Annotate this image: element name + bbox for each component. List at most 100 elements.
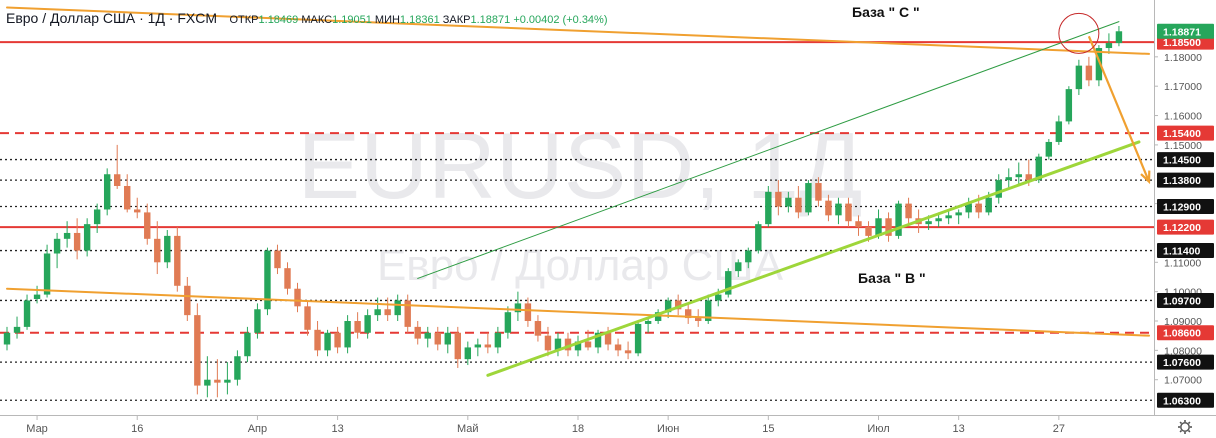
candle-body: [644, 321, 652, 324]
symbol-title[interactable]: Евро / Доллар США · 1Д · FXCM: [6, 10, 218, 26]
candle-body: [584, 341, 592, 348]
level-price-label: 1.14500: [1163, 155, 1201, 167]
candle-body: [674, 300, 682, 310]
candle-body: [354, 321, 361, 333]
price-tick-label: 1.18000: [1164, 52, 1202, 64]
level-price-badge: [1157, 354, 1214, 370]
candle-body: [264, 250, 271, 310]
candle-body: [274, 250, 281, 269]
level-price-label: 1.15400: [1163, 128, 1201, 140]
candle-body: [1035, 156, 1043, 181]
level-price-label: 1.13800: [1163, 175, 1201, 187]
candle-body: [484, 344, 492, 348]
candle-body: [394, 300, 401, 316]
candle-body: [1065, 89, 1073, 122]
last-price-label: 1.18871: [1163, 26, 1201, 38]
candle-body: [995, 180, 1002, 198]
price-tick-label: 1.07000: [1164, 375, 1202, 387]
candle-body: [845, 203, 852, 222]
candle-body: [985, 197, 992, 213]
candle-body: [514, 303, 522, 313]
candle-body: [314, 329, 321, 351]
candle-body: [404, 300, 411, 327]
candle-body: [755, 224, 762, 251]
candle-body: [945, 215, 952, 219]
low-label: МИН: [374, 14, 400, 26]
level-price-badge: [1157, 292, 1214, 308]
high-value: 1.19051: [332, 14, 372, 26]
candle-body: [554, 338, 562, 351]
candle-body: [1015, 174, 1022, 178]
candle-body: [885, 218, 892, 236]
candle-body: [93, 209, 101, 225]
candle-body: [1025, 174, 1032, 181]
level-price-label: 1.12900: [1163, 202, 1201, 214]
level-price-badge: [1157, 219, 1214, 235]
candle-body: [825, 200, 832, 216]
candle-body: [534, 321, 542, 336]
trendline-upper-orange: [6, 6, 1150, 55]
candle-body: [955, 212, 962, 216]
candle-body: [284, 268, 291, 289]
candle-body: [1115, 31, 1123, 44]
settings-gear-icon[interactable]: [1178, 420, 1192, 434]
candle-body: [975, 203, 982, 213]
candle-body: [83, 224, 91, 251]
candle-body: [624, 350, 632, 354]
price-tick-label: 1.08000: [1164, 345, 1202, 357]
candle-body: [434, 332, 441, 345]
candle-body: [184, 285, 191, 316]
candle-body: [925, 221, 932, 225]
candle-body: [594, 332, 602, 348]
candle-body: [414, 326, 421, 339]
trendline-channel-green: [417, 21, 1120, 279]
candle-body: [364, 315, 371, 333]
chart-legend: Евро / Доллар США · 1Д · FXCM ОТКР1.1846…: [6, 10, 608, 28]
gear-tooth: [1179, 429, 1183, 433]
high-label: МАКС: [301, 14, 333, 26]
candle-body: [935, 218, 942, 222]
candle-body: [875, 218, 882, 236]
candle-body: [855, 221, 862, 228]
candle-body: [494, 332, 502, 348]
candle-body: [965, 203, 972, 213]
watermark: EURUSD, 1Д Евро / Доллар США: [297, 113, 862, 290]
level-price-badge: [1157, 243, 1214, 259]
time-tick-label: Май: [457, 423, 479, 435]
ohlc-values: ОТКР1.18469 МАКС1.19051 МИН1.18361 ЗАКР1…: [229, 14, 607, 26]
level-price-badge: [1157, 199, 1214, 215]
candle-body: [815, 183, 822, 201]
time-tick-label: 18: [572, 423, 584, 435]
candle-body: [454, 332, 461, 360]
candle-body: [63, 232, 71, 239]
candle-body: [3, 332, 11, 345]
candle-body: [344, 321, 351, 348]
level-price-badge: [1157, 172, 1214, 188]
candle-body: [564, 338, 572, 351]
candle-body: [705, 300, 712, 322]
candle-body: [775, 191, 782, 207]
candle-body: [204, 379, 211, 386]
change-value: +0.00402 (+0.34%): [513, 14, 608, 26]
candle-body: [174, 235, 181, 286]
gear-tooth: [1179, 421, 1183, 425]
level-price-label: 1.09700: [1163, 295, 1201, 307]
candle-body: [23, 300, 31, 327]
level-price-badge: [1157, 392, 1214, 408]
candle-body: [805, 183, 812, 213]
candle-body: [1005, 177, 1012, 181]
level-price-label: 1.06300: [1163, 395, 1201, 407]
forecast-arrow-head: [1140, 170, 1151, 185]
level-price-label: 1.07600: [1163, 357, 1201, 369]
candle-body: [254, 309, 261, 333]
candle-body: [715, 294, 722, 301]
price-axis: 1.180001.170001.160001.150001.130001.110…: [1154, 0, 1216, 438]
candle-body: [164, 235, 171, 263]
candle-body: [43, 253, 51, 295]
price-tick-label: 1.09000: [1164, 316, 1202, 328]
candle-body: [374, 309, 381, 316]
candle-body: [725, 271, 732, 295]
candle-body: [294, 288, 301, 307]
